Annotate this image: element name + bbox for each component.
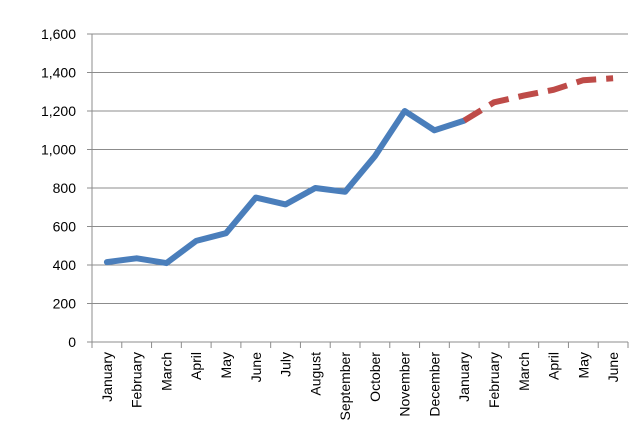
forecast-series-line [462, 75, 614, 124]
x-tick-label: September [337, 352, 353, 421]
x-tick-label: February [486, 352, 502, 408]
x-tick-label: November [397, 352, 413, 417]
x-tick-label: December [426, 352, 442, 417]
y-axis-tick-labels: 0 200 400 600 800 1,000 1,200 1,400 1,600 [41, 26, 76, 350]
x-tick-label: May [218, 352, 234, 378]
actual-series-line [103, 108, 468, 267]
x-tick-label: June [248, 352, 264, 383]
x-axis-tick-labels: January February March April May June July Augu… [99, 352, 621, 421]
y-tick-label: 200 [53, 296, 77, 312]
x-tick-label: April [546, 352, 562, 380]
y-tick-label: 0 [68, 334, 76, 350]
x-tick-label: March [516, 352, 532, 391]
y-tick-label: 600 [53, 219, 77, 235]
y-tick-label: 800 [53, 180, 77, 196]
y-tick-label: 1,200 [41, 103, 76, 119]
y-tick-label: 1,400 [41, 65, 76, 81]
gridlines [92, 33, 628, 304]
x-tick-label: January [456, 352, 472, 402]
x-tick-label: April [188, 352, 204, 380]
x-tick-label: October [367, 352, 383, 402]
y-tick-label: 1,000 [41, 142, 76, 158]
x-tick-label: March [158, 352, 174, 391]
x-tick-label: May [575, 352, 591, 378]
x-tick-label: July [278, 352, 294, 377]
y-tick-label: 400 [53, 257, 77, 273]
x-tick-label: June [605, 352, 621, 383]
y-tick-label: 1,600 [41, 26, 76, 42]
axes [87, 33, 629, 348]
x-tick-label: February [129, 352, 145, 408]
x-tick-label: August [307, 352, 323, 396]
x-tick-label: January [99, 352, 115, 402]
series-lines [103, 75, 614, 267]
